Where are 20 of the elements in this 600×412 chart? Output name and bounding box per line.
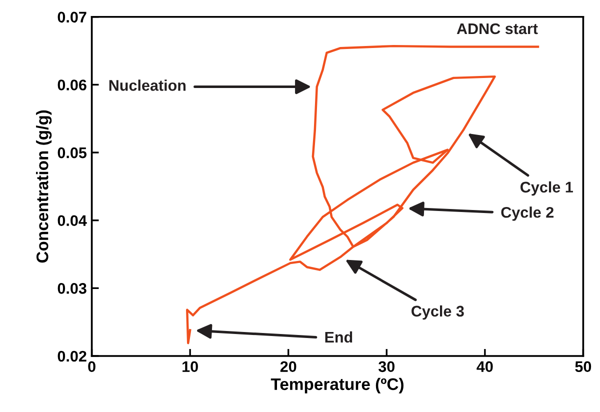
y-tick-label: 0.06: [58, 80, 86, 90]
y-axis-title: Concentration (g/g): [36, 110, 52, 263]
x-tick-label: 50: [575, 361, 592, 372]
annotation: Nucleation: [109, 80, 186, 91]
annotation: Cycle 3: [412, 305, 464, 320]
annotation: ADNC start: [456, 23, 538, 34]
y-tick-label: 0.05: [58, 147, 87, 158]
y-tick-label: 0.03: [58, 283, 86, 294]
annotation: Cycle 2: [501, 206, 554, 221]
x-tick-label: 40: [476, 361, 493, 372]
y-tick-label: 0.07: [58, 12, 86, 23]
x-tick-label: 10: [182, 361, 198, 372]
x-tick-label: 0: [88, 361, 96, 372]
x-tick-label: 20: [280, 361, 296, 372]
y-tick-label: 0.04: [58, 215, 87, 226]
x-axis-title: Temperature (ºC): [270, 378, 404, 394]
x-tick-label: 30: [378, 361, 395, 372]
annotation: Cycle 1: [520, 181, 573, 196]
y-tick-label: 0.02: [58, 350, 86, 362]
annotation: End: [325, 331, 352, 343]
